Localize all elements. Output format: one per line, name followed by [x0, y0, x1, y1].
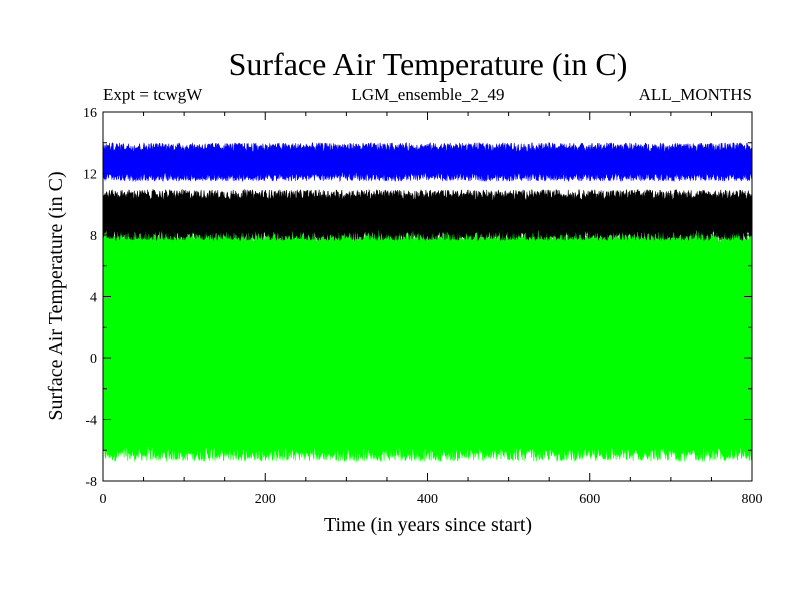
subtitle-months: ALL_MONTHS	[639, 85, 752, 104]
y-tick-label: -8	[85, 475, 97, 490]
series-band-green	[102, 226, 753, 463]
ticks-layer: 0 200 400 600 800 -8 -4 0 4 8 12 16	[83, 106, 763, 507]
y-tick-label: 16	[83, 106, 97, 121]
x-tick-label: 200	[255, 492, 276, 507]
series-band-black	[102, 188, 753, 242]
y-axis-label: Surface Air Temperature (in C)	[45, 171, 67, 420]
y-tick-label: -4	[85, 414, 97, 429]
x-axis-label: Time (in years since start)	[324, 514, 532, 536]
subtitle-experiment: Expt = tcwgW	[103, 85, 203, 104]
y-tick-label: 8	[90, 229, 97, 244]
x-tick-label: 0	[100, 492, 107, 507]
subtitle-ensemble: LGM_ensemble_2_49	[352, 85, 505, 104]
chart-title: Surface Air Temperature (in C)	[229, 46, 628, 82]
x-tick-label: 400	[417, 492, 438, 507]
y-tick-label: 0	[90, 352, 97, 367]
x-tick-label: 600	[579, 492, 600, 507]
series-layer	[102, 141, 753, 463]
x-tick-label: 800	[742, 492, 763, 507]
series-band-blue	[102, 141, 753, 183]
y-tick-label: 12	[83, 168, 97, 183]
y-tick-label: 4	[90, 291, 97, 306]
